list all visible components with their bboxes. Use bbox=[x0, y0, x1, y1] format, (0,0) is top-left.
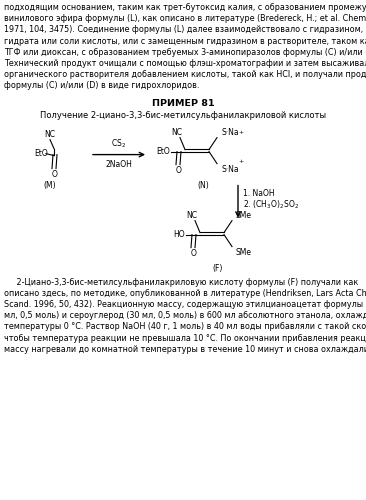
Text: O: O bbox=[191, 248, 197, 258]
Text: температуры 0 °С. Раствор NaOH (40 г, 1 моль) в 40 мл воды прибавляли с такой ск: температуры 0 °С. Раствор NaOH (40 г, 1 … bbox=[4, 322, 366, 332]
Text: S·Na: S·Na bbox=[221, 128, 239, 136]
Text: описано здесь, по методике, опубликованной в литературе (Hendriksen, Lars Acta C: описано здесь, по методике, опубликованн… bbox=[4, 289, 366, 298]
Text: EtO: EtO bbox=[34, 149, 48, 158]
Text: подходящим основанием, таким как трет-бутоксид калия, с образованием промежуточн: подходящим основанием, таким как трет-бу… bbox=[4, 3, 366, 12]
Text: (N): (N) bbox=[197, 180, 209, 190]
Text: 1971, 104, 3475). Соединение формулы (L) далее взаимодействовало с гидразином, в: 1971, 104, 3475). Соединение формулы (L)… bbox=[4, 26, 366, 35]
Text: CS$_2$: CS$_2$ bbox=[111, 137, 127, 149]
Text: S·Na: S·Na bbox=[221, 164, 239, 173]
Text: Scand. 1996, 50, 432). Реакционную массу, содержащую этилцианоацетат формулы (ср: Scand. 1996, 50, 432). Реакционную массу… bbox=[4, 300, 366, 309]
Text: HO: HO bbox=[173, 230, 185, 239]
Text: +: + bbox=[238, 130, 243, 134]
Text: массу нагревали до комнатной температуры в течение 10 минут и снова охлаждали до: массу нагревали до комнатной температуры… bbox=[4, 345, 366, 354]
Text: NC: NC bbox=[171, 128, 182, 136]
Text: формулы (С) и/или (D) в виде гидрохлоридов.: формулы (С) и/или (D) в виде гидрохлорид… bbox=[4, 82, 199, 90]
Text: EtO: EtO bbox=[156, 147, 170, 156]
Text: винилового эфира формулы (L), как описано в литературе (Bredereck, H.; et al. Ch: винилового эфира формулы (L), как описан… bbox=[4, 14, 366, 23]
Text: мл, 0,5 моль) и сероуглерод (30 мл, 0,5 моль) в 600 мл абсолютного этанола, охла: мл, 0,5 моль) и сероуглерод (30 мл, 0,5 … bbox=[4, 311, 366, 320]
Text: органического растворителя добавлением кислоты, такой как HCl, и получали продук: органического растворителя добавлением к… bbox=[4, 70, 366, 79]
Text: O: O bbox=[176, 166, 182, 174]
Text: +: + bbox=[238, 158, 243, 164]
Text: 2-Циано-3,3-бис-метилсульфанилакриловую кислоту формулы (F) получали как: 2-Циано-3,3-бис-метилсульфанилакриловую … bbox=[4, 278, 358, 286]
Text: ПРИМЕР 81: ПРИМЕР 81 bbox=[152, 98, 214, 108]
Text: 2NaOH: 2NaOH bbox=[105, 160, 132, 168]
Text: ТГФ или диоксан, с образованием требуемых 3-аминопиразолов формулы (С) и/или (D): ТГФ или диоксан, с образованием требуемы… bbox=[4, 48, 366, 57]
Text: (F): (F) bbox=[213, 264, 223, 272]
Text: SMe: SMe bbox=[236, 210, 252, 220]
Text: O: O bbox=[52, 170, 58, 179]
Text: NC: NC bbox=[186, 210, 197, 220]
Text: SMe: SMe bbox=[236, 248, 252, 256]
Text: чтобы температура реакции не превышала 10 °С. По окончании прибавления реакционн: чтобы температура реакции не превышала 1… bbox=[4, 334, 366, 342]
Text: (M): (M) bbox=[44, 180, 56, 190]
Text: гидрата или соли кислоты, или с замещенным гидразином в растворителе, таком как : гидрата или соли кислоты, или с замещенн… bbox=[4, 36, 366, 46]
Text: Технический продукт очищали с помощью флэш-хроматографии и затем высаживали из: Технический продукт очищали с помощью фл… bbox=[4, 59, 366, 68]
Text: 1. NaOH: 1. NaOH bbox=[243, 188, 274, 198]
Text: NC: NC bbox=[44, 130, 55, 138]
Text: Получение 2-циано-3,3-бис-метилсульфанилакриловой кислоты: Получение 2-циано-3,3-бис-метилсульфанил… bbox=[40, 110, 326, 120]
Text: 2. (CH$_3$O)$_2$SO$_2$: 2. (CH$_3$O)$_2$SO$_2$ bbox=[243, 198, 299, 211]
